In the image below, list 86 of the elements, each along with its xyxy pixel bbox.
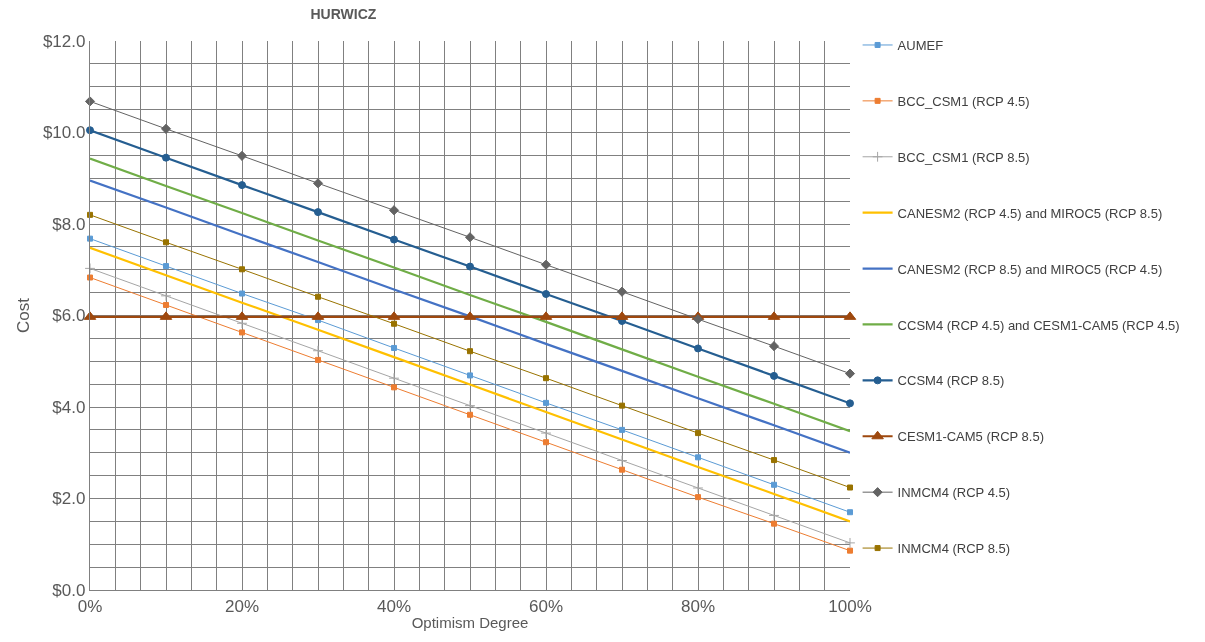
point [87, 274, 93, 281]
point [771, 481, 777, 488]
point [314, 208, 322, 217]
y-tick-label: $10.0 [42, 123, 86, 143]
point [388, 205, 400, 216]
point [391, 344, 397, 351]
point [163, 301, 169, 308]
x-tick-label: 100% [828, 596, 872, 616]
point [312, 345, 324, 357]
x-tick-label: 40% [376, 596, 412, 616]
point [771, 520, 777, 527]
point [540, 259, 552, 270]
point [315, 293, 321, 300]
point [844, 537, 856, 549]
point [695, 430, 701, 437]
legend-label: BCC_CSM1 (RCP 8.5) [897, 149, 1030, 165]
legend-label: INMCM4 (RCP 4.5) [897, 485, 1011, 501]
point [160, 290, 172, 302]
y-tick-label: $12.0 [42, 31, 86, 51]
point [692, 314, 704, 325]
y-tick-label: $8.0 [52, 214, 86, 234]
y-axis-title: Cost [14, 297, 34, 333]
legend-label: AUMEF [897, 38, 944, 54]
point [467, 348, 473, 355]
point [86, 126, 94, 135]
legend-label: BCC_CSM1 (RCP 4.5) [897, 93, 1030, 109]
point [695, 494, 701, 501]
point [84, 96, 96, 107]
point [540, 427, 552, 439]
point [464, 232, 476, 243]
point [238, 181, 246, 190]
x-tick-label: 20% [224, 596, 260, 616]
point [388, 372, 400, 384]
point [846, 399, 854, 408]
point [239, 266, 245, 273]
point [768, 510, 780, 521]
x-axis-title: Optimism Degree [411, 613, 529, 631]
point [692, 482, 704, 494]
point [391, 384, 397, 391]
point [162, 153, 170, 162]
point [619, 402, 625, 409]
point [87, 235, 93, 242]
legend-label: CCSM4 (RCP 8.5) [897, 373, 1005, 389]
legend-label: CESM1-CAM5 (RCP 8.5) [897, 429, 1045, 445]
point [391, 320, 397, 327]
legend-label: INMCM4 (RCP 8.5) [897, 541, 1011, 557]
point [466, 262, 474, 271]
point [163, 263, 169, 270]
point [543, 375, 549, 382]
point [847, 484, 853, 491]
y-tick-label: $4.0 [52, 397, 86, 417]
point [315, 356, 321, 363]
point [236, 150, 248, 161]
point [467, 411, 473, 418]
point [390, 235, 398, 244]
point [619, 466, 625, 473]
x-tick-label: 60% [528, 596, 564, 616]
point [163, 239, 169, 246]
point [543, 439, 549, 446]
point [239, 329, 245, 336]
legend-label: CANESM2 (RCP 4.5) and MIROC5 (RCP 8.5) [897, 205, 1163, 221]
point [616, 455, 628, 466]
point [770, 371, 778, 380]
point [467, 372, 473, 379]
point [847, 509, 853, 516]
point [771, 457, 777, 464]
y-tick-label: $2.0 [52, 489, 86, 509]
point [695, 454, 701, 461]
point [847, 547, 853, 554]
point [543, 399, 549, 406]
point [160, 123, 172, 134]
point [694, 344, 702, 353]
point [239, 290, 245, 297]
chart-title: HURWICZ [310, 6, 377, 23]
legend-label: CANESM2 (RCP 8.5) and MIROC5 (RCP 4.5) [897, 261, 1163, 277]
point [464, 400, 476, 412]
y-tick-label: $6.0 [52, 306, 86, 326]
point [312, 178, 324, 189]
legend-label: CCSM4 (RCP 4.5) and CESM1-CAM5 (RCP 4.5) [897, 317, 1180, 333]
point [542, 290, 550, 298]
point [844, 368, 856, 379]
point [619, 426, 625, 433]
x-tick-label: 80% [680, 596, 716, 616]
point [768, 341, 780, 352]
point [616, 286, 628, 297]
point [84, 262, 96, 274]
